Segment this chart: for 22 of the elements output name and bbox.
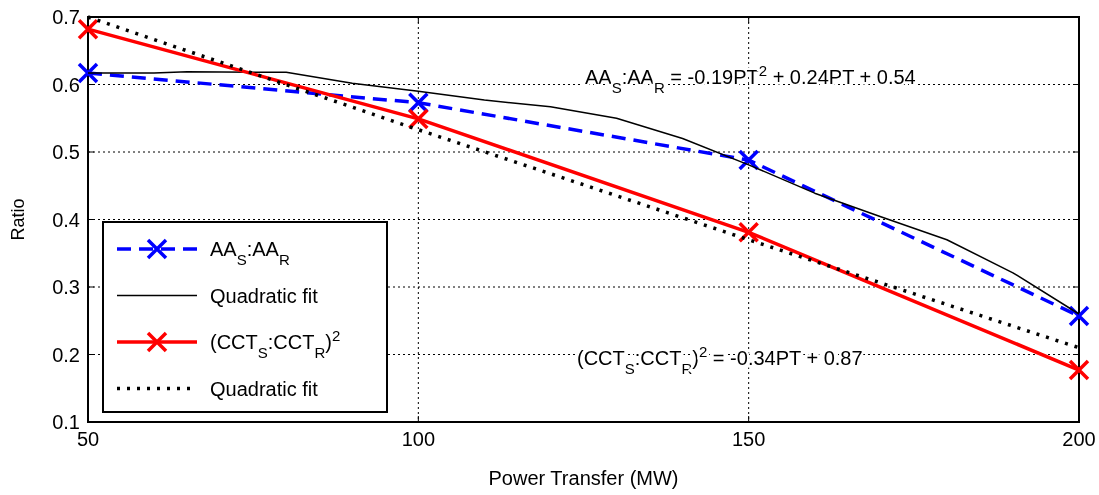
y-tick-label: 0.7 (52, 6, 80, 28)
x-axis-title: Power Transfer (MW) (488, 467, 679, 489)
point (77, 18, 99, 40)
legend-label: Quadratic fit (210, 377, 319, 400)
legend-label: Quadratic fit (210, 284, 319, 307)
legend-label: AA$_{S}$:AA$_{R}$ (210, 238, 290, 268)
y-tick-label: 0.4 (52, 208, 80, 231)
y-tick-label: 0.5 (52, 141, 80, 163)
x-tick-label: 150 (731, 428, 766, 450)
point (77, 62, 99, 84)
point (737, 221, 760, 244)
y-tick-label: 0.6 (52, 73, 80, 96)
annotation: AA$_{S}$:AA$_{R}$ = -0.19PT$^{2}$ + 0.24PT + 0.54 (585, 61, 916, 96)
legend-label: (CCT$_{S}$:CCT$_{R}$)$^{2}$ (210, 326, 341, 361)
y-tick-label: 0.3 (52, 276, 80, 298)
point (1068, 359, 1090, 381)
y-tick-label: 0.2 (52, 343, 80, 366)
point (407, 108, 430, 130)
x-tick-label: 200 (1062, 428, 1096, 450)
y-axis-title: Ratio (8, 198, 28, 241)
point (737, 149, 760, 171)
x-tick-label: 100 (401, 428, 436, 450)
